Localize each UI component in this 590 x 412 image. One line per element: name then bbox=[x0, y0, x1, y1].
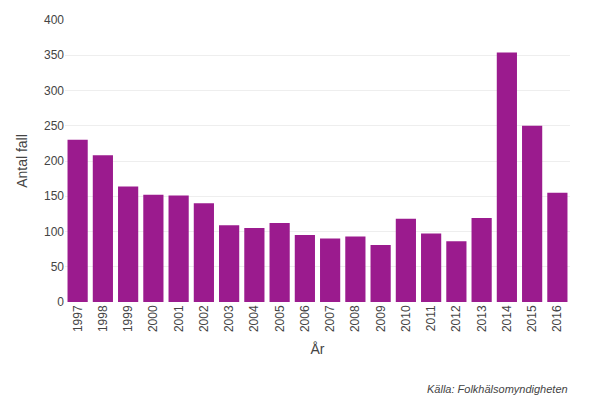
svg-text:2009: 2009 bbox=[374, 305, 388, 332]
svg-text:350: 350 bbox=[44, 48, 64, 62]
svg-text:2012: 2012 bbox=[449, 305, 463, 332]
svg-text:100: 100 bbox=[44, 225, 64, 239]
svg-text:200: 200 bbox=[44, 154, 64, 168]
svg-text:300: 300 bbox=[44, 84, 64, 98]
svg-text:2016: 2016 bbox=[550, 305, 564, 332]
svg-text:2005: 2005 bbox=[273, 305, 287, 332]
svg-text:1999: 1999 bbox=[121, 305, 135, 332]
svg-text:1997: 1997 bbox=[71, 305, 85, 332]
svg-text:2014: 2014 bbox=[500, 305, 514, 332]
svg-text:2008: 2008 bbox=[348, 305, 362, 332]
svg-text:50: 50 bbox=[51, 260, 65, 274]
svg-text:2002: 2002 bbox=[197, 305, 211, 332]
svg-text:2011: 2011 bbox=[424, 305, 438, 331]
svg-text:0: 0 bbox=[57, 295, 64, 309]
svg-text:2001: 2001 bbox=[172, 305, 186, 332]
svg-text:1998: 1998 bbox=[96, 305, 110, 332]
svg-text:2013: 2013 bbox=[475, 305, 489, 332]
svg-text:400: 400 bbox=[44, 13, 64, 27]
svg-text:2003: 2003 bbox=[222, 305, 236, 332]
svg-text:150: 150 bbox=[44, 189, 64, 203]
svg-text:Antal fall: Antal fall bbox=[14, 134, 30, 188]
svg-text:2006: 2006 bbox=[298, 305, 312, 332]
svg-text:År: År bbox=[311, 341, 325, 357]
svg-text:250: 250 bbox=[44, 119, 64, 133]
svg-text:2015: 2015 bbox=[525, 305, 539, 332]
svg-text:Källa: Folkhälsomyndigheten: Källa: Folkhälsomyndigheten bbox=[427, 383, 568, 395]
svg-text:2010: 2010 bbox=[399, 305, 413, 332]
svg-text:2007: 2007 bbox=[323, 305, 337, 332]
svg-text:2004: 2004 bbox=[247, 305, 261, 332]
svg-text:2000: 2000 bbox=[146, 305, 160, 332]
